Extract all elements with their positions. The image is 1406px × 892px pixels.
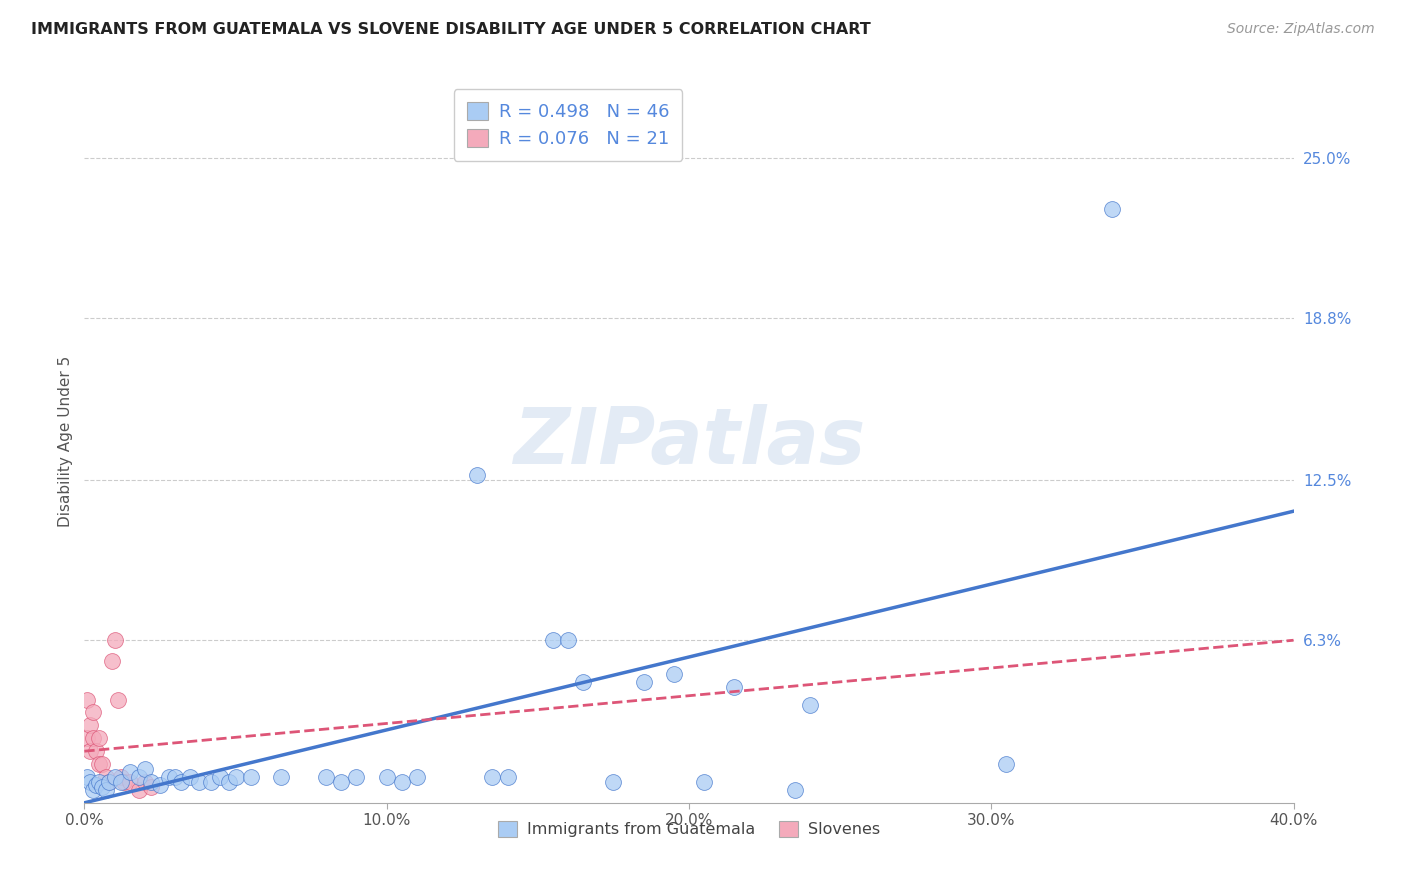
Point bbox=[94, 770, 117, 784]
Point bbox=[783, 783, 806, 797]
Point bbox=[662, 666, 685, 681]
Point bbox=[225, 770, 247, 784]
Point bbox=[481, 770, 503, 784]
Point bbox=[118, 775, 141, 789]
Point bbox=[157, 770, 180, 784]
Point bbox=[76, 731, 98, 746]
Point bbox=[97, 775, 120, 789]
Point bbox=[270, 770, 292, 784]
Point bbox=[799, 698, 821, 712]
Point bbox=[693, 775, 716, 789]
Point bbox=[165, 770, 187, 784]
Point bbox=[1101, 202, 1123, 217]
Point bbox=[91, 757, 114, 772]
Text: IMMIGRANTS FROM GUATEMALA VS SLOVENE DISABILITY AGE UNDER 5 CORRELATION CHART: IMMIGRANTS FROM GUATEMALA VS SLOVENE DIS… bbox=[31, 22, 870, 37]
Point bbox=[346, 770, 368, 784]
Y-axis label: Disability Age Under 5: Disability Age Under 5 bbox=[58, 356, 73, 527]
Point bbox=[97, 775, 120, 789]
Point bbox=[110, 775, 132, 789]
Point bbox=[179, 770, 201, 784]
Point bbox=[995, 757, 1018, 772]
Point bbox=[602, 775, 624, 789]
Point bbox=[557, 633, 579, 648]
Point bbox=[82, 706, 104, 720]
Point bbox=[128, 770, 150, 784]
Point bbox=[467, 468, 489, 483]
Point bbox=[76, 770, 98, 784]
Point bbox=[139, 775, 162, 789]
Point bbox=[104, 770, 127, 784]
Point bbox=[79, 718, 101, 732]
Point bbox=[82, 783, 104, 797]
Point bbox=[118, 764, 141, 779]
Point bbox=[200, 775, 222, 789]
Point bbox=[633, 674, 655, 689]
Point bbox=[82, 731, 104, 746]
Point bbox=[149, 778, 172, 792]
Point bbox=[86, 778, 108, 792]
Point bbox=[239, 770, 262, 784]
Point bbox=[330, 775, 353, 789]
Point bbox=[107, 692, 129, 706]
Point bbox=[86, 744, 108, 758]
Point bbox=[315, 770, 337, 784]
Point bbox=[209, 770, 232, 784]
Point bbox=[76, 692, 98, 706]
Point bbox=[406, 770, 429, 784]
Point bbox=[79, 775, 101, 789]
Point bbox=[79, 744, 101, 758]
Point bbox=[391, 775, 413, 789]
Point bbox=[89, 731, 111, 746]
Text: Source: ZipAtlas.com: Source: ZipAtlas.com bbox=[1227, 22, 1375, 37]
Point bbox=[104, 633, 127, 648]
Point bbox=[89, 757, 111, 772]
Point bbox=[723, 680, 745, 694]
Point bbox=[541, 633, 564, 648]
Point bbox=[139, 780, 162, 795]
Point bbox=[572, 674, 595, 689]
Point bbox=[100, 654, 122, 668]
Point bbox=[91, 780, 114, 795]
Legend: Immigrants from Guatemala, Slovenes: Immigrants from Guatemala, Slovenes bbox=[491, 813, 887, 846]
Point bbox=[128, 783, 150, 797]
Point bbox=[218, 775, 240, 789]
Point bbox=[496, 770, 519, 784]
Point bbox=[94, 783, 117, 797]
Point bbox=[112, 775, 135, 789]
Point bbox=[110, 770, 132, 784]
Text: ZIPatlas: ZIPatlas bbox=[513, 403, 865, 480]
Point bbox=[188, 775, 211, 789]
Point bbox=[134, 775, 156, 789]
Point bbox=[170, 775, 193, 789]
Point bbox=[89, 775, 111, 789]
Point bbox=[134, 762, 156, 776]
Point bbox=[375, 770, 398, 784]
